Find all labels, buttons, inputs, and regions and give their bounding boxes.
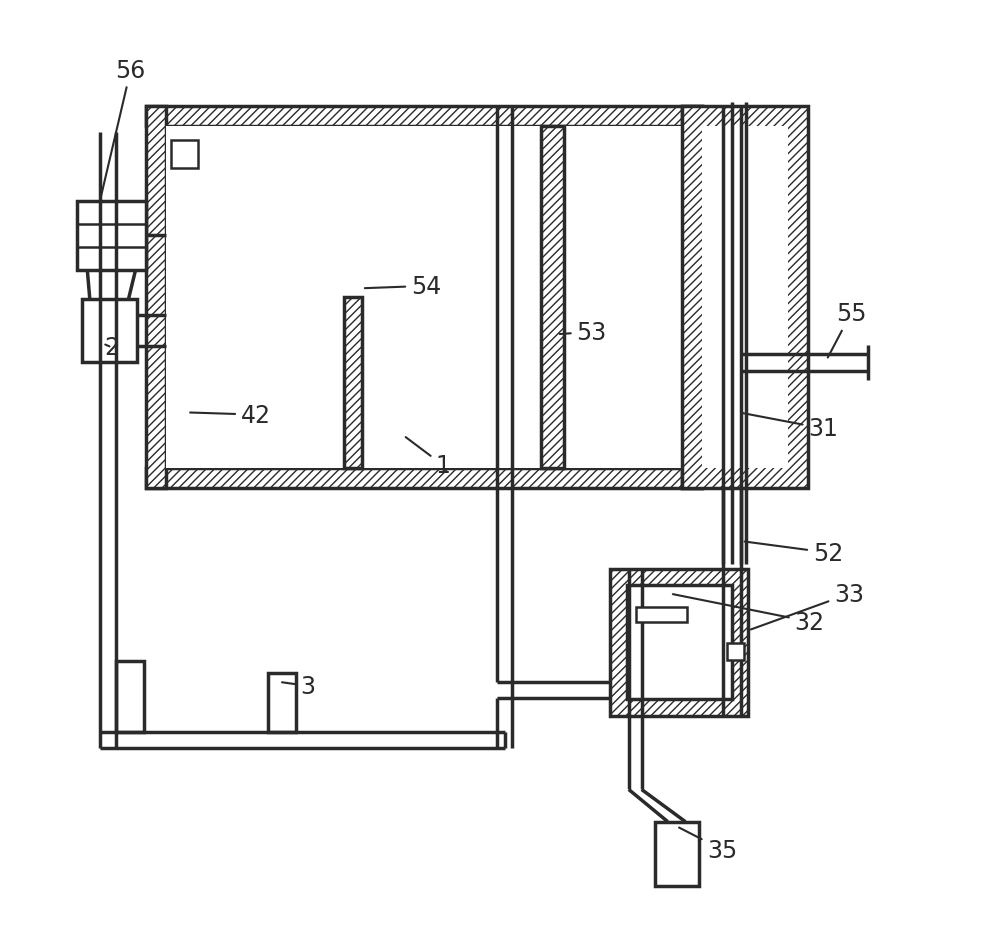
Text: 3: 3 — [282, 674, 315, 698]
Bar — [541, 127, 564, 468]
Bar — [682, 107, 702, 489]
Text: 33: 33 — [751, 582, 864, 629]
Text: 53: 53 — [560, 321, 607, 345]
Bar — [166, 127, 682, 468]
Text: 55: 55 — [828, 302, 866, 358]
Text: 42: 42 — [190, 403, 271, 427]
Bar — [610, 569, 748, 717]
Bar — [268, 673, 296, 732]
Bar — [146, 468, 702, 489]
Text: 35: 35 — [679, 828, 737, 862]
Bar — [727, 643, 744, 660]
Text: 1: 1 — [406, 438, 450, 477]
Bar — [77, 202, 146, 271]
Bar — [627, 586, 732, 700]
Bar — [344, 298, 362, 468]
Text: 31: 31 — [742, 413, 838, 441]
Text: 2: 2 — [105, 337, 120, 360]
Text: 52: 52 — [745, 541, 843, 565]
Bar — [116, 661, 144, 732]
Text: 32: 32 — [673, 594, 824, 634]
Bar — [636, 608, 687, 622]
Bar — [146, 107, 166, 489]
Bar — [82, 300, 137, 362]
Bar — [146, 107, 702, 127]
Bar — [655, 821, 699, 886]
Bar — [171, 141, 198, 169]
Bar — [702, 127, 788, 468]
Text: 54: 54 — [365, 274, 441, 298]
Bar — [682, 107, 808, 489]
Text: 56: 56 — [101, 58, 146, 199]
